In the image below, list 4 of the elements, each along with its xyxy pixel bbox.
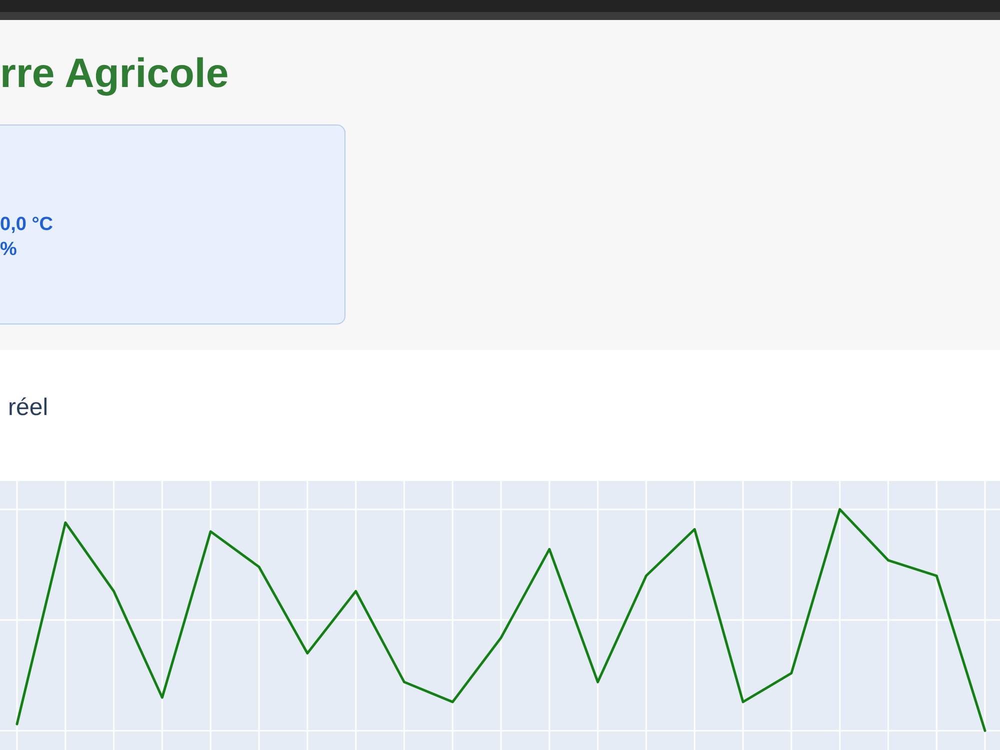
- chart-title: rre Agricole: [0, 50, 229, 96]
- text: %: [0, 239, 17, 260]
- text: 0,0 °C: [0, 214, 54, 235]
- chart-subtitle: réel: [8, 394, 48, 421]
